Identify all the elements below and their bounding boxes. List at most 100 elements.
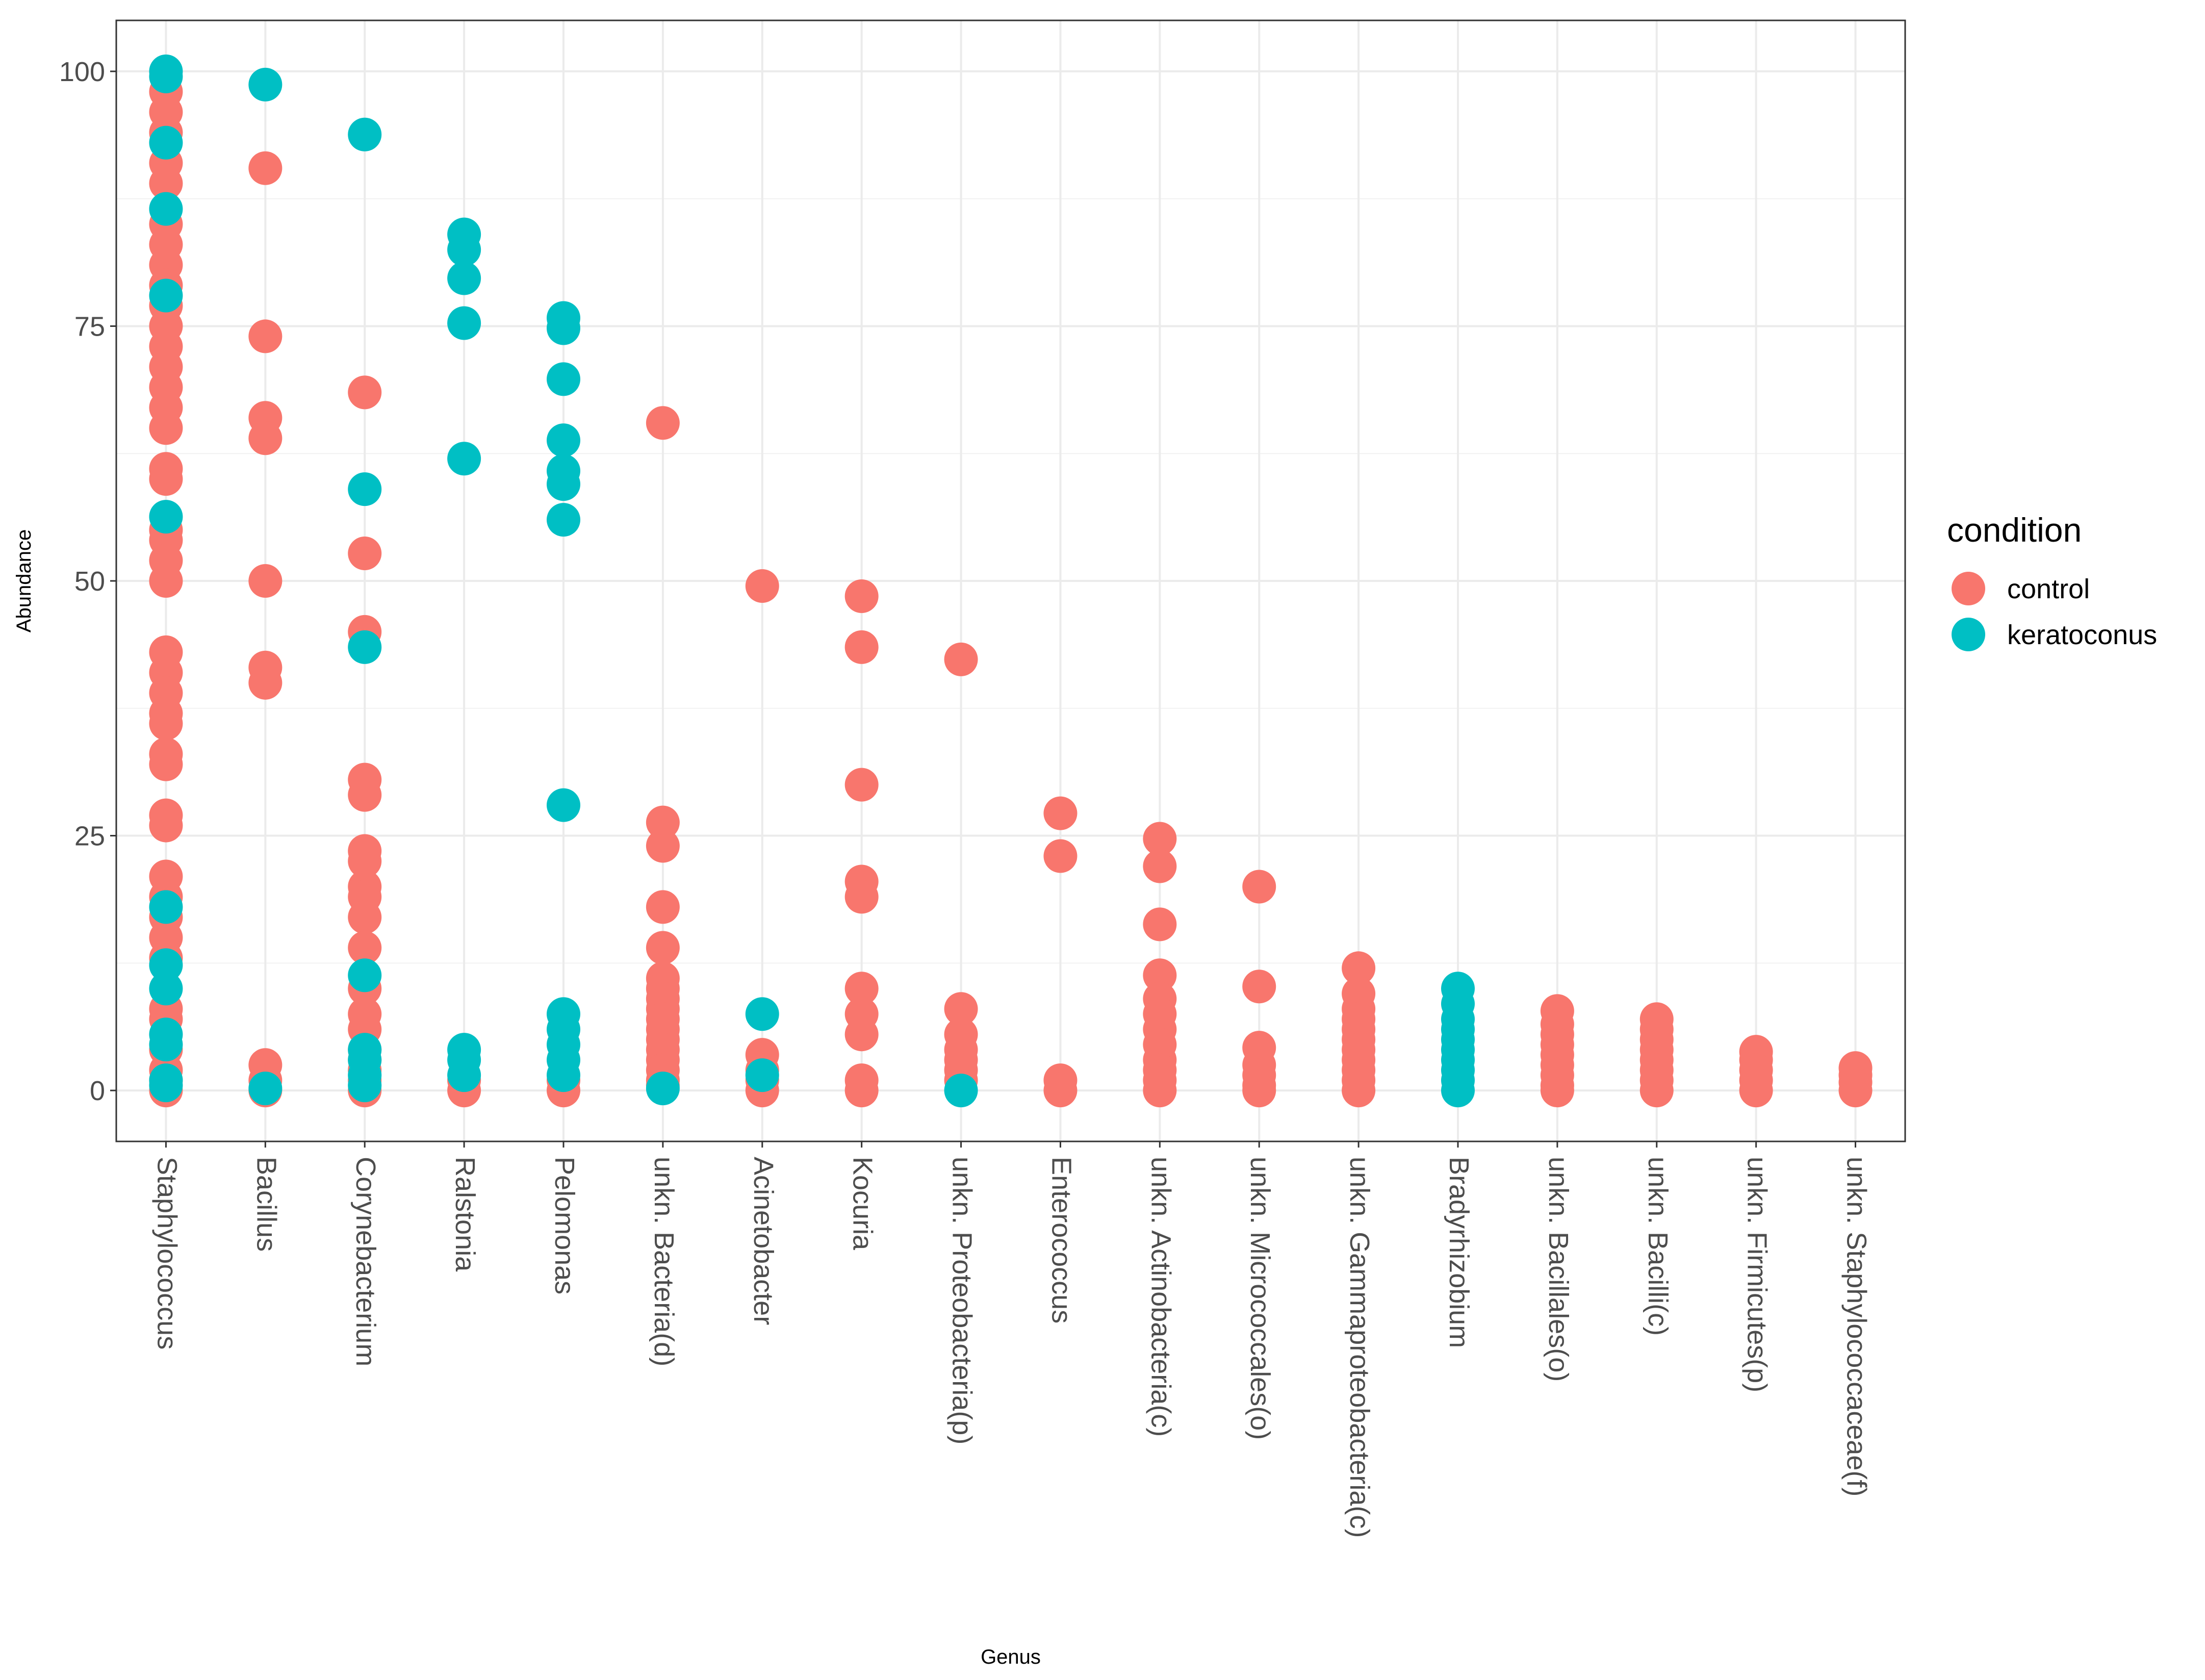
data-point-control xyxy=(348,375,382,410)
x-tick-label: Bacillus xyxy=(251,1157,281,1252)
data-point-keratoconus xyxy=(547,1058,580,1092)
data-point-keratoconus xyxy=(149,278,183,313)
data-point-keratoconus xyxy=(745,997,779,1031)
data-point-control xyxy=(149,166,183,200)
data-point-control xyxy=(1143,822,1177,856)
data-point-control xyxy=(844,768,879,802)
legend-label-control: control xyxy=(2007,574,2090,604)
data-point-control xyxy=(149,462,183,496)
data-point-keratoconus xyxy=(149,1068,183,1103)
data-point-control xyxy=(1043,1074,1078,1108)
data-point-control xyxy=(1143,907,1177,941)
data-point-control xyxy=(1739,1074,1773,1108)
x-tick-label: unkn. Proteobacteria(p) xyxy=(947,1157,978,1444)
x-tick-label: Pelomonas xyxy=(549,1157,580,1294)
data-point-control xyxy=(149,747,183,781)
data-point-control xyxy=(248,564,283,598)
data-point-control xyxy=(1143,958,1177,992)
data-point-keratoconus xyxy=(547,467,580,501)
data-point-keratoconus xyxy=(348,117,382,151)
data-point-control xyxy=(844,1017,879,1052)
data-point-keratoconus xyxy=(149,948,183,982)
data-point-control xyxy=(844,972,879,1006)
data-point-keratoconus xyxy=(547,788,580,822)
data-point-keratoconus xyxy=(149,59,183,93)
data-point-control xyxy=(844,880,879,914)
y-axis-title: Abundance xyxy=(13,529,35,632)
data-point-keratoconus xyxy=(149,500,183,534)
data-point-keratoconus xyxy=(348,958,382,992)
data-point-control xyxy=(149,564,183,598)
data-point-keratoconus xyxy=(248,1072,283,1106)
data-point-keratoconus xyxy=(149,1028,183,1062)
data-point-control xyxy=(745,569,779,603)
legend-key-control xyxy=(1952,572,1985,605)
data-point-control xyxy=(646,890,680,924)
data-point-control xyxy=(1143,849,1177,883)
y-tick-label: 75 xyxy=(74,311,105,342)
legend-key-keratoconus xyxy=(1952,618,1985,651)
x-tick-label: unkn. Gammaproteobacteria(c) xyxy=(1344,1157,1375,1538)
data-point-keratoconus xyxy=(547,423,580,457)
legend: condition control keratoconus xyxy=(1947,511,2157,651)
data-point-keratoconus xyxy=(547,503,580,537)
data-point-keratoconus xyxy=(149,192,183,226)
data-point-keratoconus xyxy=(745,1058,779,1092)
data-point-control xyxy=(149,706,183,741)
data-point-control xyxy=(1143,1074,1177,1108)
x-tick-label: Staphylococcus xyxy=(151,1157,182,1350)
data-point-control xyxy=(1242,870,1276,904)
data-point-control xyxy=(646,829,680,863)
data-point-control xyxy=(844,1074,879,1108)
data-point-control xyxy=(944,642,978,676)
data-point-keratoconus xyxy=(348,472,382,506)
data-point-control xyxy=(844,630,879,664)
data-points xyxy=(149,54,1873,1108)
x-tick-label: Kocuria xyxy=(848,1157,878,1251)
data-point-control xyxy=(149,808,183,843)
x-tick-label: unkn. Micrococcales(o) xyxy=(1245,1157,1275,1440)
data-point-control xyxy=(248,151,283,185)
y-tick-label: 25 xyxy=(74,821,105,852)
x-tick-label: Enterococcus xyxy=(1046,1157,1076,1323)
data-point-control xyxy=(1838,1074,1873,1108)
y-tick-label: 50 xyxy=(74,566,105,597)
x-tick-label: unkn. Firmicutes(p) xyxy=(1742,1157,1773,1392)
data-point-keratoconus xyxy=(646,1072,680,1106)
data-point-control xyxy=(844,579,879,613)
data-point-control xyxy=(348,931,382,965)
x-tick-label: unkn. Bacilli(c) xyxy=(1643,1157,1673,1336)
data-point-control xyxy=(348,537,382,571)
data-point-control xyxy=(646,931,680,965)
data-point-keratoconus xyxy=(149,125,183,160)
x-axis-title: Genus xyxy=(981,1646,1041,1668)
data-point-control xyxy=(1342,951,1376,985)
data-point-control xyxy=(348,778,382,812)
data-point-control xyxy=(1242,970,1276,1004)
data-point-keratoconus xyxy=(149,890,183,924)
x-axis: Staphylococcus Bacillus Corynebacterium Ral… xyxy=(151,1141,1872,1538)
x-tick-label: Corynebacterium xyxy=(350,1157,381,1366)
y-tick-label: 0 xyxy=(90,1076,105,1106)
x-tick-label: Acinetobacter xyxy=(748,1157,779,1325)
data-point-control xyxy=(248,319,283,353)
data-point-keratoconus xyxy=(248,67,283,101)
x-tick-label: unkn. Actinobacteria(c) xyxy=(1145,1157,1176,1437)
y-tick-label: 100 xyxy=(59,57,105,87)
x-tick-label: unkn. Staphylococcaceae(f) xyxy=(1841,1157,1872,1496)
data-point-control xyxy=(248,666,283,700)
data-point-control xyxy=(149,411,183,445)
data-point-keratoconus xyxy=(447,233,481,267)
x-tick-label: unkn. Bacteria(d) xyxy=(649,1157,679,1366)
data-point-keratoconus xyxy=(348,1068,382,1103)
x-tick-label: Bradyrhizobium xyxy=(1444,1157,1474,1348)
data-point-control xyxy=(1043,839,1078,873)
data-point-keratoconus xyxy=(547,311,580,345)
data-point-control xyxy=(1242,1074,1276,1108)
data-point-control xyxy=(348,900,382,934)
data-point-control xyxy=(348,844,382,878)
data-point-keratoconus xyxy=(447,1058,481,1092)
data-point-control xyxy=(1639,1074,1674,1108)
